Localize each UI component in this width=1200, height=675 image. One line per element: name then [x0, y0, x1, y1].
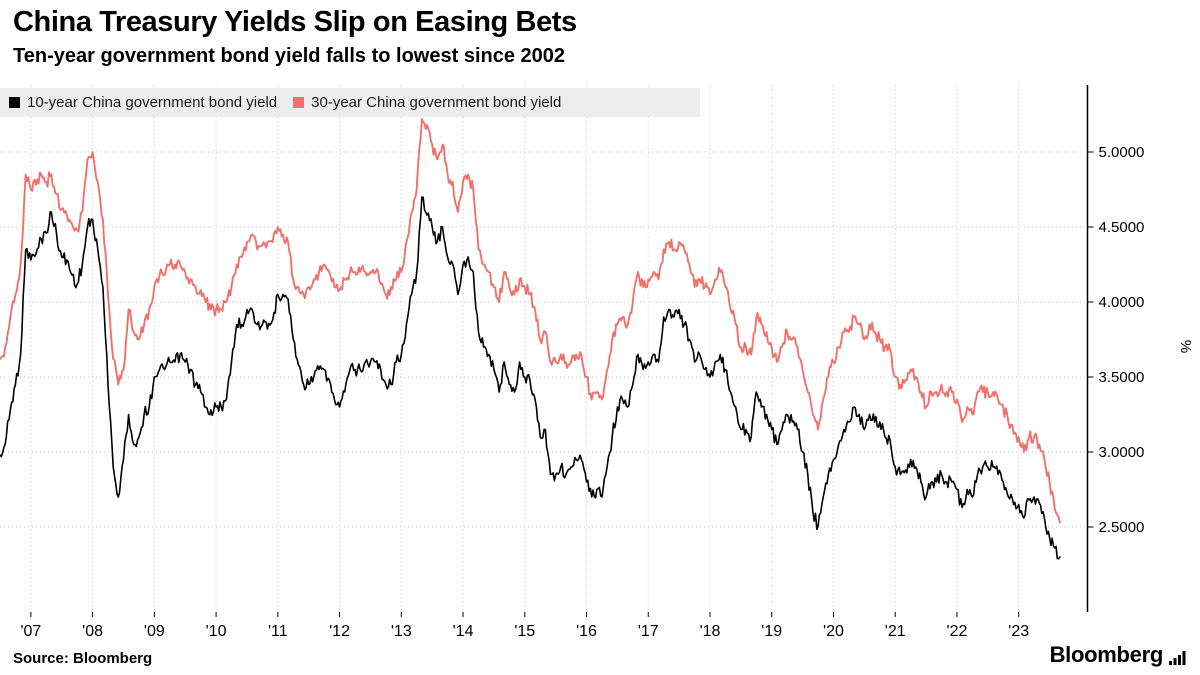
svg-text:'18: '18	[700, 623, 721, 640]
svg-text:'17: '17	[638, 623, 659, 640]
legend-swatch-10y-icon	[9, 97, 20, 108]
svg-text:'23: '23	[1008, 623, 1029, 640]
legend-item-10y: 10-year China government bond yield	[9, 94, 277, 111]
bloomberg-logo-text: Bloomberg	[1049, 642, 1164, 667]
legend-item-30y: 30-year China government bond yield	[293, 94, 561, 111]
svg-text:'09: '09	[144, 623, 165, 640]
svg-text:3.5000: 3.5000	[1099, 369, 1145, 386]
svg-text:'15: '15	[514, 623, 535, 640]
svg-text:'08: '08	[82, 623, 103, 640]
series-line-10y	[0, 196, 1061, 560]
svg-text:'21: '21	[885, 623, 906, 640]
legend-label-30y: 30-year China government bond yield	[311, 94, 562, 111]
svg-text:4.0000: 4.0000	[1099, 294, 1145, 311]
chart-subtitle: Ten-year government bond yield falls to …	[13, 45, 566, 67]
legend-swatch-30y-icon	[293, 97, 305, 108]
svg-text:2.5000: 2.5000	[1099, 519, 1145, 536]
y-axis-unit-label: %	[1176, 339, 1194, 354]
y-axis-labels: 2.5000 3.0000 3.5000 4.0000 4.5000 5.0000	[1099, 144, 1145, 536]
bloomberg-logo: Bloomberg	[1050, 642, 1186, 668]
svg-text:4.5000: 4.5000	[1099, 219, 1145, 236]
svg-text:'12: '12	[329, 623, 350, 640]
svg-text:'10: '10	[206, 623, 227, 640]
chart-title: China Treasury Yields Slip on Easing Bet…	[13, 6, 577, 38]
svg-text:3.0000: 3.0000	[1099, 444, 1145, 461]
x-axis-labels: '07 '08 '09 '10 '11 '12 '13 '14 '15 '16 '17 '18 '19 '…	[20, 623, 1029, 640]
source-text: Source: Bloomberg	[13, 650, 153, 667]
svg-text:'11: '11	[268, 623, 288, 640]
bloomberg-chart-bars-icon	[1169, 651, 1186, 665]
svg-text:'16: '16	[576, 623, 597, 640]
series-line-30y	[0, 118, 1061, 524]
svg-text:'13: '13	[391, 623, 412, 640]
chart-legend: 10-year China government bond yield 30-y…	[0, 88, 700, 117]
y-axis	[30, 85, 1094, 617]
svg-text:'20: '20	[823, 623, 844, 640]
legend-label-10y: 10-year China government bond yield	[27, 94, 278, 111]
svg-text:'19: '19	[761, 623, 782, 640]
svg-text:'14: '14	[453, 623, 474, 640]
svg-text:5.0000: 5.0000	[1099, 144, 1145, 161]
gridlines	[0, 85, 1088, 612]
svg-text:'22: '22	[947, 623, 968, 640]
svg-text:'07: '07	[20, 623, 41, 640]
